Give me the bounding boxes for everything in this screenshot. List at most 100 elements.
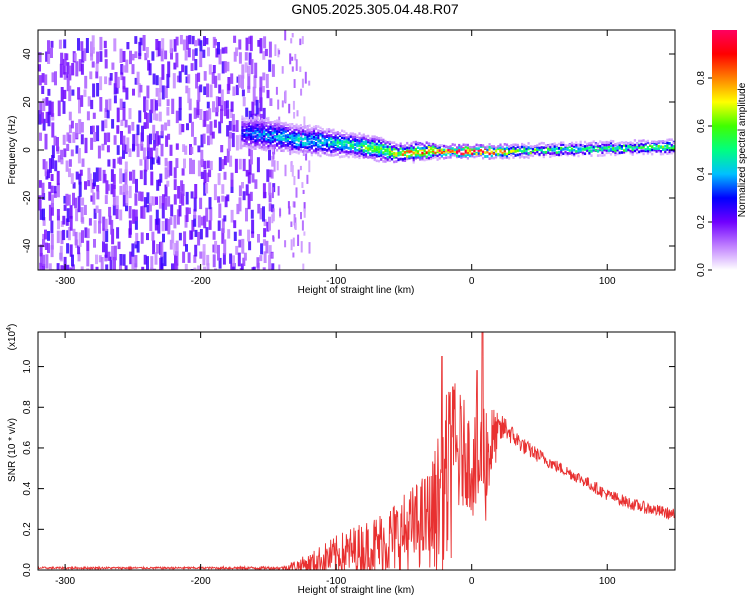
heatmap-cell — [609, 141, 613, 145]
bottom-y-tick-label: 0.0 — [22, 563, 33, 577]
heatmap-cell — [116, 227, 120, 239]
heatmap-cell — [247, 143, 250, 146]
heatmap-cell — [280, 144, 283, 148]
heatmap-cell — [62, 134, 66, 145]
heatmap-cell — [160, 256, 164, 269]
heatmap-cell — [68, 85, 72, 102]
heatmap-cell — [267, 138, 270, 142]
heatmap-cell — [553, 154, 556, 157]
heatmap-cell — [445, 145, 448, 148]
heatmap-cell — [347, 146, 350, 150]
heatmap-cell — [131, 243, 135, 257]
heatmap-cell — [167, 133, 171, 140]
heatmap-cell — [113, 245, 117, 261]
heatmap-cell — [601, 142, 604, 146]
heatmap-cell — [341, 150, 344, 154]
heatmap-cell — [231, 132, 235, 148]
heatmap-cell — [272, 211, 275, 222]
heatmap-cell — [345, 145, 348, 148]
heatmap-cell — [421, 153, 424, 157]
heatmap-cell — [302, 126, 305, 130]
heatmap-cell — [119, 98, 123, 110]
heatmap-cell — [384, 141, 387, 144]
top-x-tick-label: -100 — [326, 276, 346, 287]
heatmap-cell — [80, 266, 84, 270]
heatmap-cell — [63, 256, 67, 270]
heatmap-cell — [416, 151, 420, 155]
heatmap-cell — [310, 130, 313, 134]
heatmap-cell — [203, 266, 206, 270]
heatmap-cell — [266, 89, 270, 99]
heatmap-cell — [321, 128, 324, 131]
heatmap-cell — [259, 97, 263, 112]
heatmap-cell — [599, 154, 602, 157]
heatmap-cell — [268, 182, 272, 196]
heatmap-cell — [122, 135, 126, 151]
heatmap-cell — [197, 160, 201, 177]
heatmap-cell — [410, 156, 413, 160]
heatmap-cell — [605, 146, 608, 149]
heatmap-cell — [549, 152, 552, 155]
heatmap-cell — [134, 36, 138, 44]
heatmap-cell — [138, 52, 142, 60]
heatmap-cell — [247, 73, 251, 90]
heatmap-cell — [360, 149, 363, 152]
heatmap-cell — [138, 110, 142, 123]
colorbar-tick-label: 0.8 — [696, 71, 707, 85]
heatmap-cell — [523, 143, 526, 147]
heatmap-cell — [284, 144, 287, 147]
heatmap-cell — [282, 149, 285, 153]
heatmap-cell — [208, 197, 212, 210]
heatmap-cell — [319, 139, 322, 142]
heatmap-cell — [460, 152, 463, 156]
heatmap-cell — [142, 205, 146, 219]
heatmap-cell — [181, 193, 185, 206]
heatmap-cell — [47, 88, 51, 96]
heatmap-cell — [575, 145, 578, 149]
heatmap-cell — [367, 134, 370, 138]
heatmap-cell — [529, 146, 532, 150]
heatmap-cell — [256, 133, 259, 137]
heatmap-cell — [521, 155, 524, 158]
heatmap-cell — [240, 263, 244, 270]
heatmap-cell — [317, 145, 320, 148]
heatmap-cell — [338, 134, 342, 138]
heatmap-cell — [86, 240, 90, 251]
heatmap-cell — [410, 153, 413, 157]
heatmap-cell — [308, 124, 311, 127]
heatmap-cell — [308, 129, 311, 133]
heatmap-cell — [616, 147, 619, 150]
heatmap-cell — [345, 136, 348, 139]
heatmap-cell — [356, 139, 359, 142]
heatmap-cell — [115, 87, 119, 94]
heatmap-cell — [438, 151, 441, 154]
heatmap-cell — [291, 126, 294, 130]
heatmap-cell — [284, 121, 287, 125]
heatmap-cell — [271, 253, 274, 258]
heatmap-cell — [343, 147, 346, 150]
heatmap-cell — [245, 184, 249, 196]
heatmap-cell — [375, 142, 378, 146]
heatmap-cell — [568, 149, 571, 152]
heatmap-cell — [178, 71, 182, 83]
heatmap-cell — [453, 154, 456, 157]
heatmap-cell — [653, 143, 656, 146]
heatmap-cell — [393, 155, 396, 159]
heatmap-cell — [176, 75, 180, 83]
heatmap-cell — [247, 193, 251, 210]
heatmap-cell — [330, 137, 333, 141]
heatmap-cell — [306, 131, 309, 134]
heatmap-cell — [258, 130, 261, 133]
heatmap-cell — [47, 51, 51, 64]
heatmap-cell — [286, 135, 289, 138]
heatmap-cell — [87, 96, 91, 107]
heatmap-cell — [80, 63, 84, 75]
heatmap-cell — [358, 151, 361, 154]
heatmap-cell — [277, 229, 280, 239]
colorbar-tick-label: 0.6 — [696, 119, 707, 133]
heatmap-cell — [399, 147, 402, 150]
heatmap-cell — [263, 130, 266, 134]
heatmap-cell — [170, 204, 174, 217]
heatmap-cell — [447, 150, 450, 154]
heatmap-cell — [551, 147, 554, 151]
